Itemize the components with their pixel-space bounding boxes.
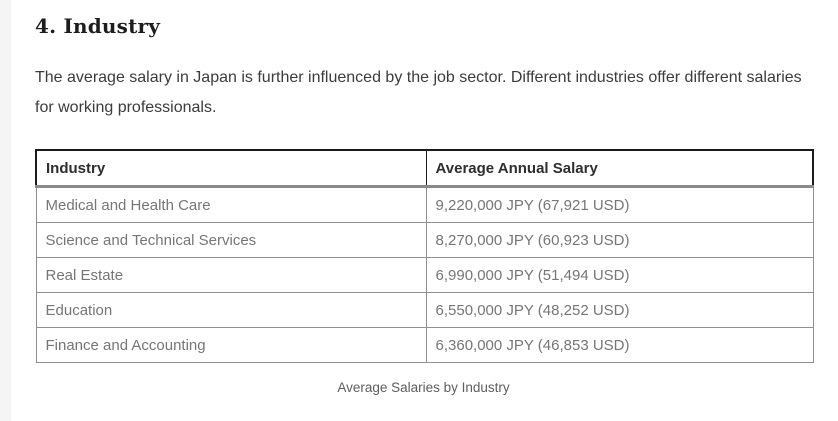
salary-table: Industry Average Annual Salary Medical a…: [35, 149, 814, 363]
section-heading: 4. Industry: [35, 14, 161, 38]
column-header-industry: Industry: [35, 149, 426, 188]
table-row: Medical and Health Care 9,220,000 JPY (67…: [35, 186, 814, 223]
salary-cell: 8,270,000 JPY (60,923 USD): [425, 222, 814, 258]
industry-cell: Science and Technical Services: [35, 222, 427, 258]
table-row: Education 6,550,000 JPY (48,252 USD): [35, 292, 814, 328]
table-row: Science and Technical Services 8,270,000 …: [35, 222, 814, 258]
table-body: Medical and Health Care 9,220,000 JPY (67…: [35, 186, 814, 363]
table-header: Industry Average Annual Salary: [35, 149, 814, 188]
industry-cell: Medical and Health Care: [35, 186, 427, 223]
industry-cell: Finance and Accounting: [35, 327, 427, 363]
salary-cell: 6,550,000 JPY (48,252 USD): [425, 292, 814, 328]
article-content: 4. Industry The average salary in Japan …: [35, 0, 814, 395]
industry-cell: Real Estate: [35, 257, 427, 293]
table-header-row: Industry Average Annual Salary: [35, 149, 814, 188]
table-row: Finance and Accounting 6,360,000 JPY (46,…: [35, 327, 814, 363]
table-row: Real Estate 6,990,000 JPY (51,494 USD): [35, 257, 814, 293]
industry-cell: Education: [35, 292, 427, 328]
intro-paragraph: The average salary in Japan is further i…: [35, 69, 802, 116]
salary-cell: 6,990,000 JPY (51,494 USD): [425, 257, 814, 293]
salary-cell: 6,360,000 JPY (46,853 USD): [425, 327, 814, 363]
left-gutter-strip: [0, 0, 11, 421]
table-caption: Average Salaries by Industry: [337, 380, 510, 395]
salary-cell: 9,220,000 JPY (67,921 USD): [425, 186, 814, 223]
column-header-average-annual-salary: Average Annual Salary: [425, 149, 814, 188]
